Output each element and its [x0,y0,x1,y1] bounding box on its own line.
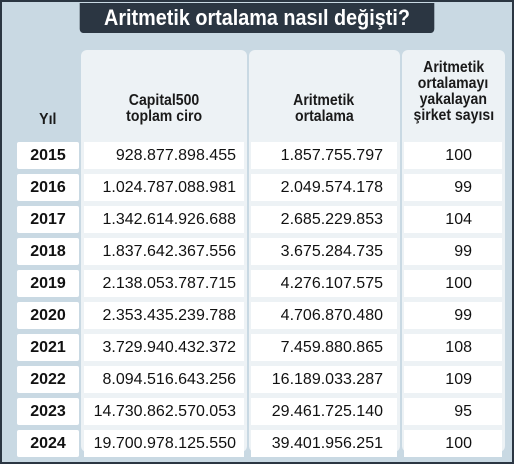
cell-ortalama: 29.461.725.140 [251,398,397,425]
cell-sirket-sayisi: 108 [404,334,502,361]
table-row: 2020 2.353.435.239.788 4.706.870.480 99 [2,302,514,329]
chart-title: Aritmetik ortalama nasıl değişti? [79,3,435,33]
cell-ciro: 14.730.862.570.053 [84,398,244,425]
cell-ciro: 2.353.435.239.788 [84,302,244,329]
cell-sirket-sayisi: 99 [404,174,502,201]
header-sirket-line4: şirket sayısı [413,107,494,124]
cell-sirket-sayisi: 99 [404,238,502,265]
table-row: 2024 19.700.978.125.550 39.401.956.251 100 [2,430,514,457]
cell-ortalama: 39.401.956.251 [251,430,397,457]
cell-sirket-sayisi: 109 [404,366,502,393]
cell-ciro: 1.342.614.926.688 [84,206,244,233]
cell-sirket-sayisi: 95 [404,398,502,425]
table-row: 2021 3.729.940.432.372 7.459.880.865 108 [2,334,514,361]
cell-year: 2018 [17,238,79,265]
table-row: 2019 2.138.053.787.715 4.276.107.575 100 [2,270,514,297]
cell-year: 2017 [17,206,79,233]
header-sirket-line2: ortalamayı [418,75,489,92]
header-ciro-line1: Capital500 [128,92,200,109]
cell-year: 2021 [17,334,79,361]
cell-sirket-sayisi: 100 [404,270,502,297]
cell-ciro: 8.094.516.643.256 [84,366,244,393]
cell-ortalama: 2.049.574.178 [251,174,397,201]
header-ortalama-line1: Aritmetik [293,92,355,109]
cell-year: 2019 [17,270,79,297]
header-year: Yıl [16,102,80,128]
cell-year: 2023 [17,398,79,425]
cell-year: 2020 [17,302,79,329]
table-row: 2017 1.342.614.926.688 2.685.229.853 104 [2,206,514,233]
cell-sirket-sayisi: 100 [404,142,502,169]
header-sirket: Aritmetik ortalamayı yakalayan şirket sa… [402,56,505,128]
cell-ciro: 2.138.053.787.715 [84,270,244,297]
cell-sirket-sayisi: 100 [404,430,502,457]
table-row: 2023 14.730.862.570.053 29.461.725.140 95 [2,398,514,425]
cell-year: 2022 [17,366,79,393]
header-ciro: Capital500 toplam ciro [84,90,244,128]
cell-year: 2016 [17,174,79,201]
cell-ortalama: 4.706.870.480 [251,302,397,329]
cell-ortalama: 4.276.107.575 [251,270,397,297]
table-row: 2016 1.024.787.088.981 2.049.574.178 99 [2,174,514,201]
cell-ortalama: 3.675.284.735 [251,238,397,265]
cell-year: 2015 [17,142,79,169]
cell-ciro: 1.024.787.088.981 [84,174,244,201]
cell-ortalama: 16.189.033.287 [251,366,397,393]
header-ciro-line2: toplam ciro [126,108,202,125]
cell-ortalama: 2.685.229.853 [251,206,397,233]
cell-year: 2024 [17,430,79,457]
table-row: 2022 8.094.516.643.256 16.189.033.287 109 [2,366,514,393]
cell-ciro: 3.729.940.432.372 [84,334,244,361]
header-sirket-line3: yakalayan [419,91,488,108]
cell-sirket-sayisi: 99 [404,302,502,329]
cell-ortalama: 1.857.755.797 [251,142,397,169]
cell-ciro: 19.700.978.125.550 [84,430,244,457]
cell-ciro: 928.877.898.455 [84,142,244,169]
cell-ortalama: 7.459.880.865 [251,334,397,361]
table-row: 2015 928.877.898.455 1.857.755.797 100 [2,142,514,169]
header-ortalama-line2: ortalama [294,108,354,125]
header-sirket-line1: Aritmetik [422,59,485,76]
cell-ciro: 1.837.642.367.556 [84,238,244,265]
header-ortalama: Aritmetik ortalama [251,90,397,128]
cell-sirket-sayisi: 104 [404,206,502,233]
header-year-label: Yıl [39,111,57,128]
table-row: 2018 1.837.642.367.556 3.675.284.735 99 [2,238,514,265]
